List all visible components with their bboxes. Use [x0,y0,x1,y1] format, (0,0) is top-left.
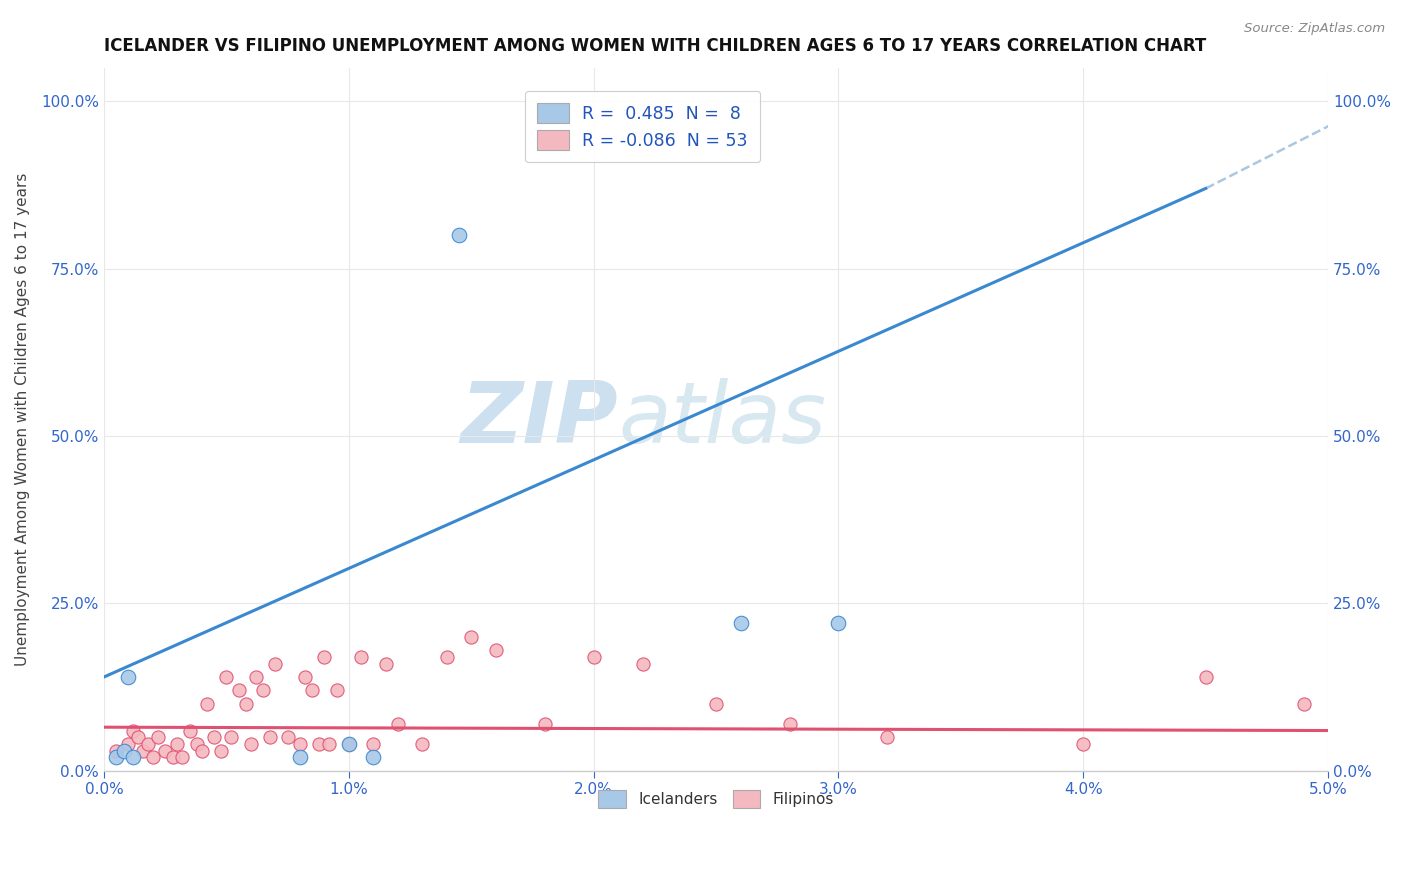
Point [337,737,360,751]
Point [325,683,347,698]
Point [277,730,299,744]
Point [142,750,165,764]
Point [485,643,508,657]
Point [122,723,145,738]
Point [202,730,225,744]
Point [779,716,801,731]
Point [215,670,238,684]
Point [314,649,336,664]
Point [136,737,159,751]
Point [318,737,340,751]
Point [162,750,184,764]
Point [288,750,311,764]
Point [337,737,360,751]
Point [239,737,262,751]
Point [117,737,139,751]
Point [301,683,323,698]
Point [1292,697,1315,711]
Point [179,723,201,738]
Point [582,649,605,664]
Point [122,750,145,764]
Point [294,670,316,684]
Point [172,750,194,764]
Point [411,737,433,751]
Y-axis label: Unemployment Among Women with Children Ages 6 to 17 years: Unemployment Among Women with Children A… [15,173,30,666]
Point [361,750,384,764]
Point [361,737,384,751]
Point [127,730,149,744]
Point [235,697,257,711]
Point [264,657,287,671]
Point [387,716,409,731]
Point [191,743,214,757]
Point [105,743,128,757]
Point [117,670,139,684]
Point [460,630,482,644]
Point [1195,670,1218,684]
Point [1071,737,1094,751]
Point [211,743,233,757]
Text: atlas: atlas [619,378,827,461]
Point [166,737,188,751]
Point [105,750,128,764]
Point [219,730,242,744]
Point [308,737,330,751]
Point [186,737,208,751]
Point [447,228,470,243]
Point [245,670,267,684]
Point [876,730,898,744]
Point [730,616,752,631]
Point [533,716,555,731]
Point [374,657,396,671]
Point [146,730,169,744]
Point [228,683,250,698]
Point [112,743,135,757]
Legend: Icelanders, Filipinos: Icelanders, Filipinos [591,783,841,816]
Text: Source: ZipAtlas.com: Source: ZipAtlas.com [1244,22,1385,36]
Point [350,649,373,664]
Point [704,697,727,711]
Point [252,683,274,698]
Point [259,730,281,744]
Point [827,616,849,631]
Point [288,737,311,751]
Text: ZIP: ZIP [461,378,619,461]
Point [631,657,654,671]
Point [195,697,218,711]
Point [436,649,458,664]
Point [132,743,155,757]
Point [153,743,176,757]
Text: ICELANDER VS FILIPINO UNEMPLOYMENT AMONG WOMEN WITH CHILDREN AGES 6 TO 17 YEARS : ICELANDER VS FILIPINO UNEMPLOYMENT AMONG… [104,37,1206,55]
